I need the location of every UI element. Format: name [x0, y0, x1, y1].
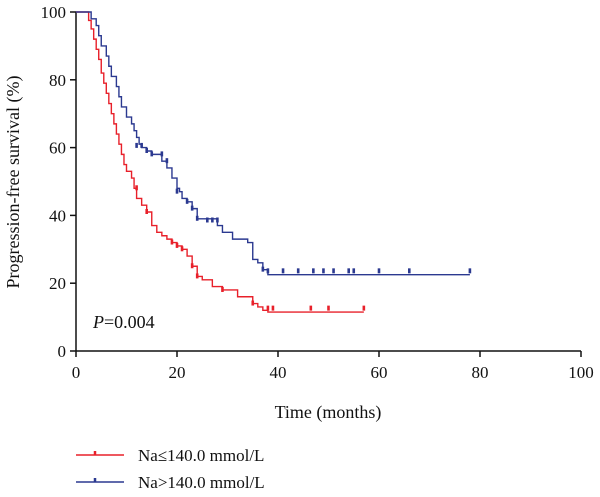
legend: Na≤140.0 mmol/L Na>140.0 mmol/L	[76, 446, 265, 492]
x-tick-label: 0	[72, 363, 81, 382]
x-tick-label: 40	[270, 363, 287, 382]
legend-item-blue: Na>140.0 mmol/L	[76, 473, 265, 492]
p-value-number: =0.004	[104, 312, 155, 332]
axes	[75, 12, 581, 352]
y-tick-label: 20	[49, 274, 66, 293]
p-value-annotation: P=0.004	[92, 312, 155, 332]
x-tick-label: 60	[371, 363, 388, 382]
x-tick-label: 80	[472, 363, 489, 382]
legend-label-blue: Na>140.0 mmol/L	[138, 473, 265, 492]
survival-curve-blue	[76, 11, 470, 276]
legend-label-red: Na≤140.0 mmol/L	[138, 446, 264, 465]
y-tick-label: 0	[58, 342, 67, 361]
p-value-symbol: P	[92, 312, 104, 332]
y-tick-label: 60	[49, 139, 66, 158]
x-ticks: 0 20 40 60 80 100	[72, 351, 594, 382]
x-tick-label: 20	[169, 363, 186, 382]
survival-curve-red	[76, 11, 364, 313]
y-axis-title: Progression-free survival (%)	[3, 76, 24, 289]
y-tick-label: 100	[41, 3, 67, 22]
y-tick-label: 40	[49, 206, 66, 225]
x-axis-title: Time (months)	[275, 402, 382, 423]
y-ticks: 0 20 40 60 80 100	[41, 3, 76, 361]
y-tick-label: 80	[49, 71, 66, 90]
legend-item-red: Na≤140.0 mmol/L	[76, 446, 264, 465]
x-tick-label: 100	[568, 363, 594, 382]
series-group	[76, 11, 472, 313]
